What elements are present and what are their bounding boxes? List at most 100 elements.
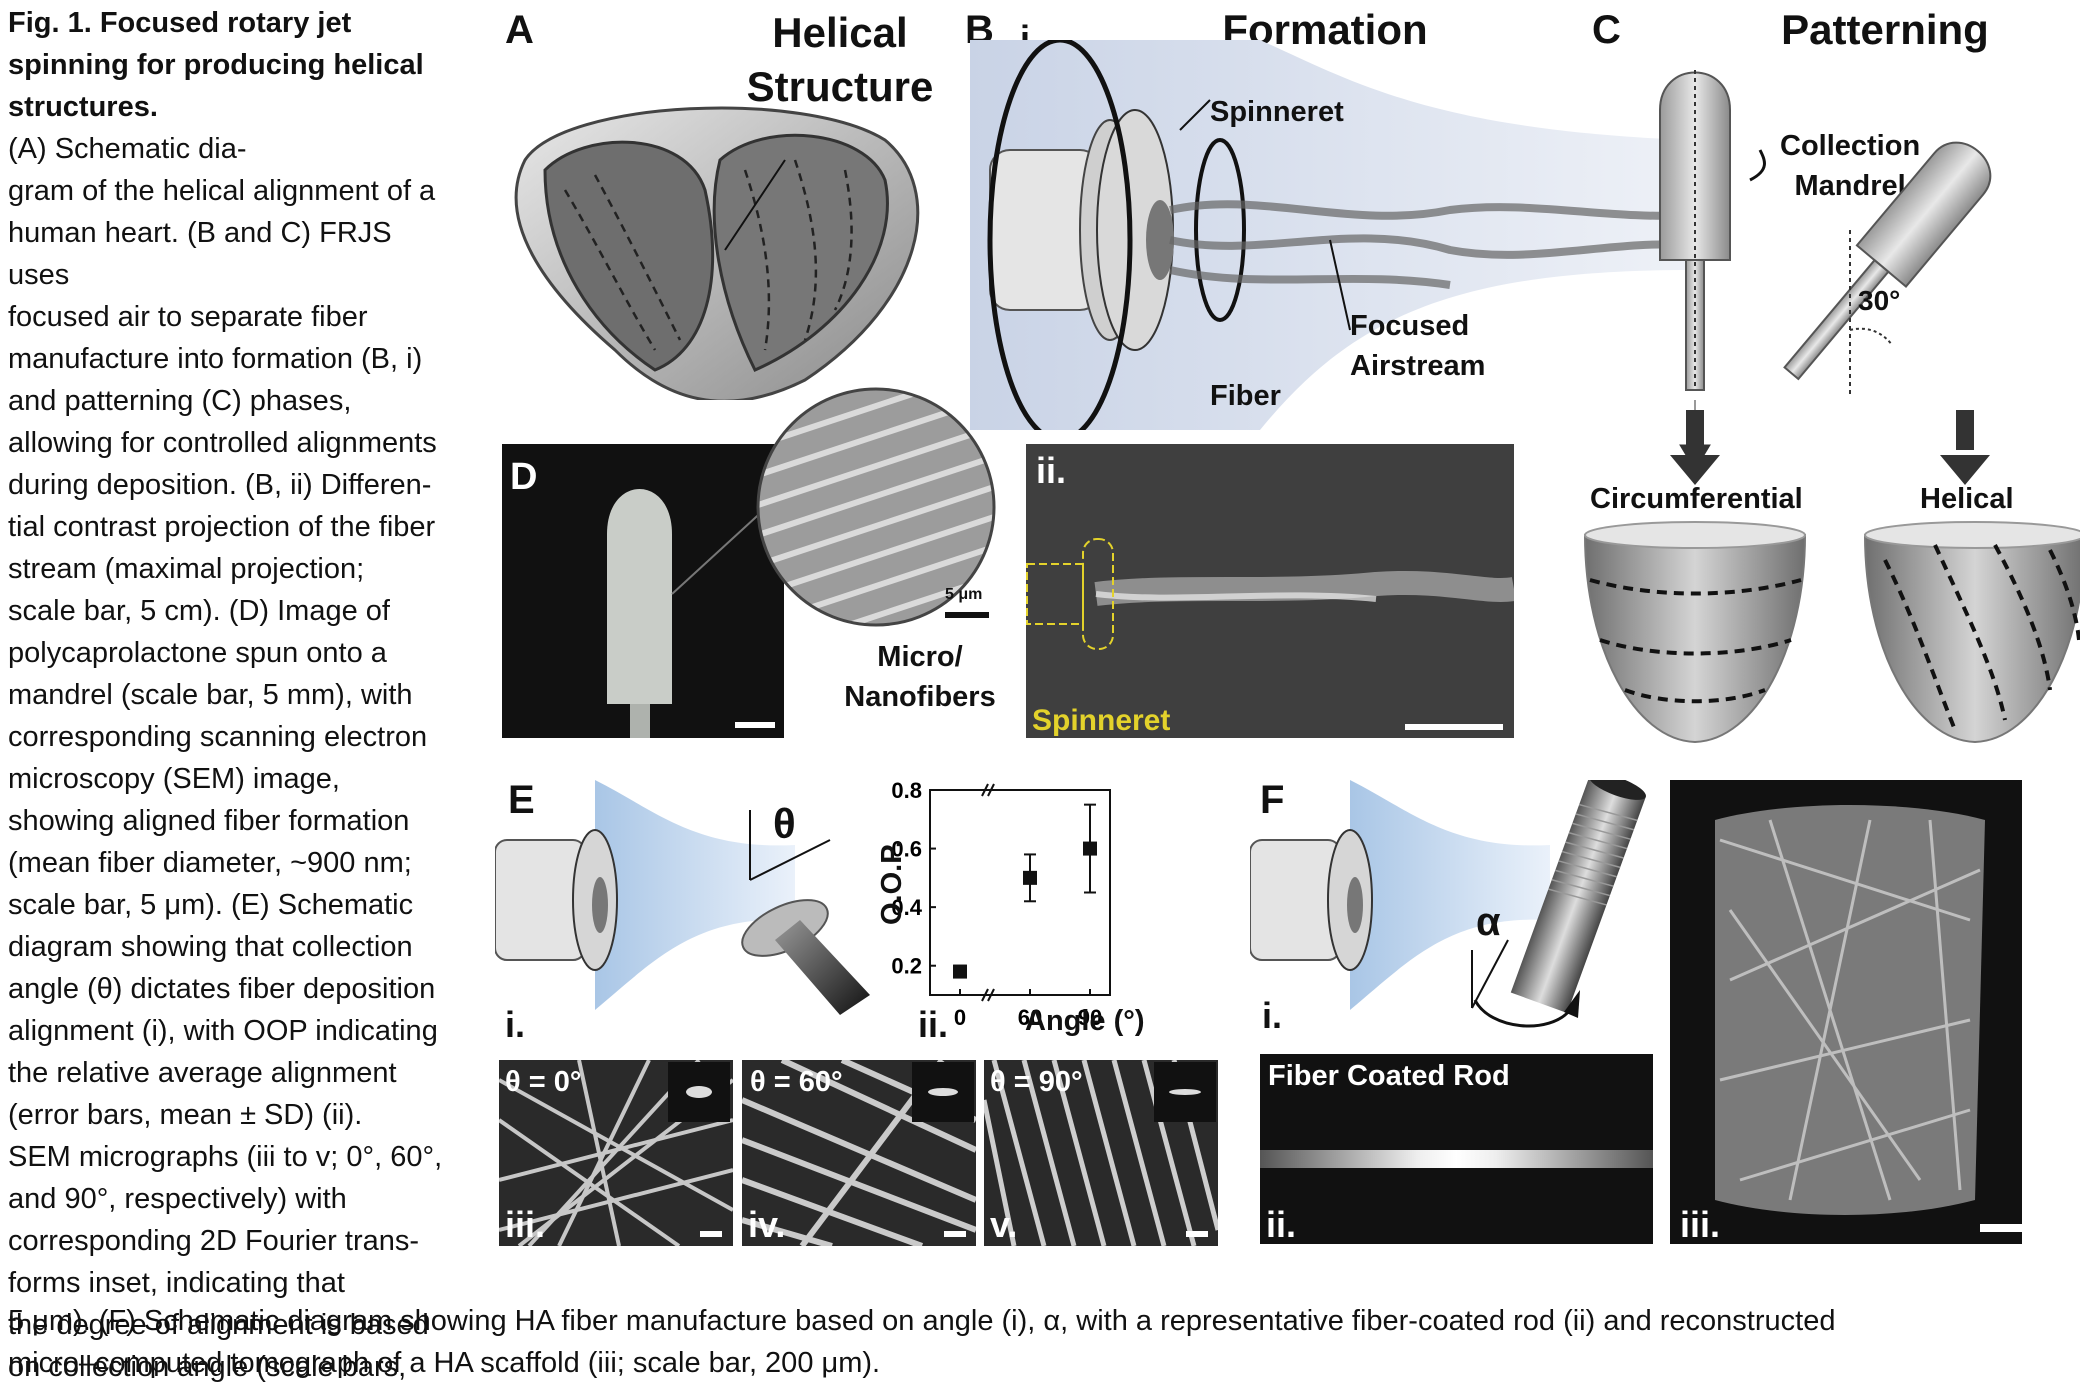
chart-x-axis-label: Angle (°) [1025, 1005, 1145, 1037]
fft-inset-90 [1154, 1062, 1216, 1122]
chart-frame [929, 789, 1111, 996]
oop-chart: 0.2 0.4 0.6 0.8 0 60 90 [891, 778, 1111, 1030]
panel-f-ii-label: ii. [1266, 1204, 1297, 1245]
caption-line: during deposition. (B, ii) Differen- [8, 469, 432, 501]
micro-ct-scaffold [1670, 780, 2022, 1244]
spinneret-formation-diagram [970, 40, 1690, 430]
caption-line: diagram showing that collection [8, 931, 413, 963]
theta-label: θ [773, 800, 796, 847]
caption-line: allowing for controlled alignments [8, 427, 437, 459]
micro-nanofibers-label: Micro/ Nanofibers [844, 641, 996, 713]
fiber-coated-rod-title: Fiber Coated Rod [1268, 1060, 1510, 1092]
spinneret-yellow-label: Spinneret [1032, 704, 1171, 737]
spun-mandrel-shape [607, 489, 784, 738]
collection-angle-diagram [495, 780, 870, 1015]
sem-0-scale-bar [700, 1231, 722, 1237]
spinneret-label: Spinneret [1210, 96, 1344, 128]
circumferential-label: Circumferential [1590, 483, 1803, 515]
sem-scale-text: 5 μm [945, 586, 983, 603]
coated-rod-strip [1260, 1150, 1653, 1168]
fft-inset-0 [668, 1062, 730, 1122]
panel-f-label: F [1260, 778, 1285, 822]
fft-inset-60 [912, 1062, 974, 1122]
sem-scale-bar [945, 612, 989, 618]
caption-line: scale bar, 5 μm). (E) Schematic [8, 889, 414, 921]
panel-e-ii-label: ii. [918, 1004, 949, 1045]
sem-iv-label: iv. [748, 1204, 786, 1245]
panel-a-label: A [505, 8, 534, 52]
y-tick-label: 0.6 [891, 837, 922, 862]
figure-caption: Fig. 1. Focused rotary jet spinning for … [8, 2, 448, 1388]
caption-line: corresponding 2D Fourier trans- [8, 1225, 420, 1257]
collection-mandrel-label: Collection Mandrel [1780, 130, 1921, 202]
chart-axes: 0.2 0.4 0.6 0.8 0 60 90 [891, 778, 1111, 1030]
fiber-coated-rod-photo [1260, 1054, 1653, 1244]
caption-fig-label: Fig. 1. Focused rotary jet spinning for … [8, 7, 424, 123]
caption-line: tial contrast projection of the fiber [8, 511, 436, 543]
panel-b-ii-label: ii. [1036, 450, 1067, 491]
caption-line: and 90°, respectively) with [8, 1183, 347, 1215]
caption-body: (A) Schematic dia-gram of the helical al… [8, 128, 448, 1388]
caption-line: mandrel (scale bar, 5 mm), with [8, 679, 413, 711]
axis-break-mark [981, 988, 989, 1002]
sem-theta-0-label: θ = 0° [505, 1066, 582, 1098]
caption-bottom-line: micro–computed tomograph of a HA scaffol… [8, 1347, 881, 1379]
data-point [1023, 870, 1037, 885]
caption-line: (error bars, mean ± SD) (ii). [8, 1099, 363, 1131]
sem-v-label: v. [990, 1204, 1018, 1245]
caption-line: the degree of alignment is based [8, 1309, 429, 1341]
helical-label: Helical [1920, 483, 2014, 515]
caption-bottom: 5 μm). (F) Schematic diagram showing HA … [8, 1300, 2078, 1384]
panel-a-title: Helical Structure [746, 9, 934, 110]
panel-d-label: D [510, 456, 538, 498]
caption-line: (mean fiber diameter, ~900 nm; [8, 847, 412, 879]
panel-e-label: E [508, 778, 535, 822]
caption-bottom-line: 5 μm). (F) Schematic diagram showing HA … [8, 1305, 1836, 1337]
circumferential-cup [1583, 521, 1807, 744]
sem-theta-60-label: θ = 60° [750, 1066, 843, 1098]
ventricle-cups [1583, 521, 2080, 744]
panel-c-label: C [1592, 8, 1621, 52]
angle-30-label: 30° [1858, 285, 1901, 316]
sem-theta-90-label: θ = 90° [990, 1066, 1083, 1098]
axis-break-mark [987, 783, 995, 797]
scaffold-scale-bar [1980, 1224, 2044, 1232]
mandrel-scale-bar [735, 722, 775, 728]
fiber-coated-rod-diagram [1250, 780, 1646, 1028]
x-tick-label: 90 [1078, 1005, 1102, 1030]
chart-marks [953, 803, 1097, 979]
caption-line: human heart. (B and C) FRJS uses [8, 217, 392, 291]
axis-break-mark [987, 988, 995, 1002]
stream-scale-bar [1405, 724, 1503, 730]
sem-iii-label: iii. [505, 1204, 546, 1245]
axis-break-mark [981, 783, 989, 797]
caption-line: gram of the helical alignment of a [8, 175, 436, 207]
fiber-label: Fiber [1210, 380, 1281, 412]
data-point [953, 964, 967, 979]
caption-line: manufacture into formation (B, i) [8, 343, 423, 375]
caption-line: showing aligned fiber formation [8, 805, 410, 837]
caption-line: (A) Schematic dia- [8, 133, 247, 165]
caption-line: angle (θ) dictates fiber deposition [8, 973, 436, 1005]
focused-airstream-label: Focused Airstream [1350, 310, 1486, 382]
caption-line: polycaprolactone spun onto a [8, 637, 387, 669]
caption-line: focused air to separate fiber [8, 301, 368, 333]
sem-theta-90-fibers [984, 1060, 1218, 1246]
scaffold-render [1715, 805, 1985, 1215]
x-tick-label: 0 [954, 1005, 966, 1030]
caption-line: and patterning (C) phases, [8, 385, 352, 417]
caption-line: microscopy (SEM) image, [8, 763, 340, 795]
y-tick-label: 0.8 [891, 778, 922, 803]
y-tick-label: 0.4 [891, 895, 922, 920]
mandrel-patterning-diagram [1659, 70, 1992, 485]
caption-line: alignment (i), with OOP indicating [8, 1015, 438, 1047]
panel-f-iii-label: iii. [1680, 1204, 1721, 1245]
helical-cup [1863, 521, 2080, 744]
y-tick-label: 0.2 [891, 954, 922, 979]
panel-f-i-label: i. [1262, 995, 1283, 1036]
x-tick-label: 60 [1018, 1005, 1042, 1030]
fiber-stream-projection [1026, 444, 1514, 738]
caption-line: SEM micrographs (iii to v; 0°, 60°, [8, 1141, 443, 1173]
caption-line: the relative average alignment [8, 1057, 397, 1089]
alpha-label: α [1476, 900, 1501, 944]
